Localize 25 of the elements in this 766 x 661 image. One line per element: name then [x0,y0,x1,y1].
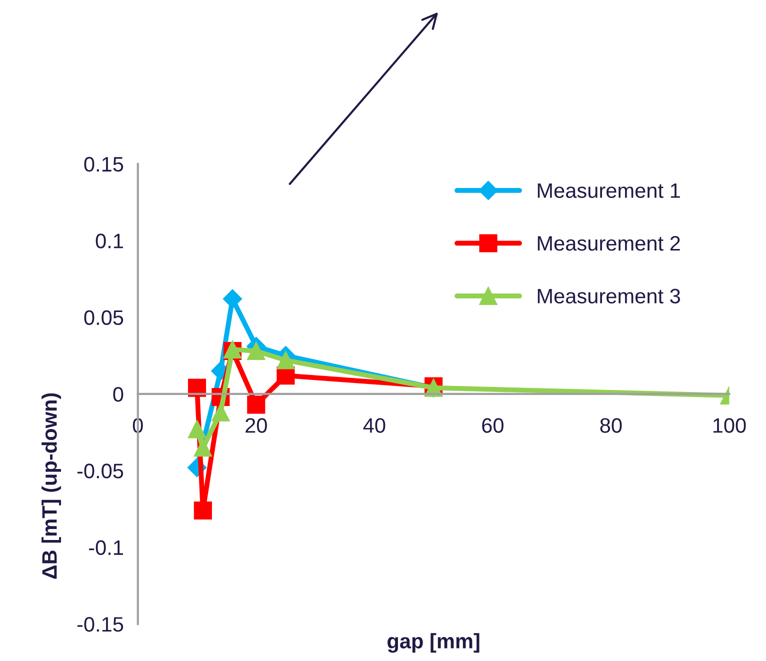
legend-label: Measurement 3 [538,288,680,304]
x-tick-label: 20 [246,418,267,433]
point [247,342,266,360]
y-tick-label: 0 [113,386,124,402]
legend-label: Measurement 1 [538,183,680,198]
x-tick-label: 100 [713,418,746,433]
point [188,420,206,438]
y-tick-label: 0.05 [84,310,124,326]
point [276,351,295,370]
point [194,438,212,457]
point [247,396,266,414]
point [194,501,212,520]
x-tick-label: 80 [600,418,622,433]
legend-label: Measurement 2 [538,236,680,251]
y-tick-label: -0.15 [77,616,124,632]
y-tick-label: 0.15 [84,156,124,172]
x-tick-label: 60 [482,418,504,433]
y-tick-label: -0.1 [89,540,123,556]
y-axis-title: ΔB [mT] (up-down) [42,393,62,579]
point [212,403,230,422]
x-axis-title: gap [mm] [388,633,480,653]
y-tick-label: 0.1 [96,234,123,248]
point [222,289,242,308]
y-tick-label: -0.05 [77,464,124,478]
x-tick-label: 40 [363,418,386,433]
